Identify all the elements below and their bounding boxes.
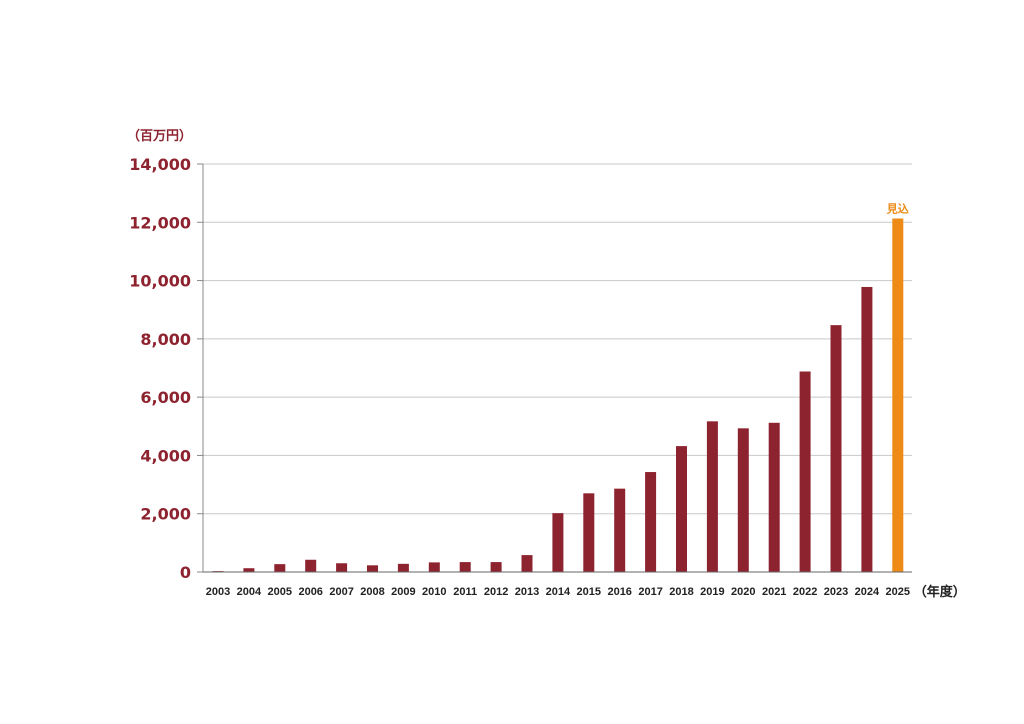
bar-2017 [645,472,657,572]
y-tick-label: 8,000 [140,330,191,349]
x-tick-label: 2015 [577,586,601,598]
y-tick-label: 4,000 [140,446,191,465]
x-tick-label: 2005 [268,586,292,598]
bar-2013 [521,555,533,572]
x-tick-labels: 2003 2004 2005 2006 2007 2008 2009 2010 2011 2012… [206,586,910,598]
y-tick-label: 12,000 [129,213,191,232]
x-tick-label: 2012 [484,586,508,598]
bars [212,218,904,573]
y-tick-label: 0 [180,563,191,582]
x-tick-label: 2021 [762,586,786,598]
bar-2004 [243,568,255,572]
bar-2019 [706,421,718,572]
bar-2020 [737,428,749,572]
y-tick-label: 14,000 [129,155,191,174]
y-tick-label: 10,000 [129,272,191,291]
bar-2023 [830,325,842,572]
y-tick-labels: 0 2,000 4,000 6,000 8,000 10,000 12,000 14,000 [129,155,191,582]
x-tick-label: 2019 [700,586,724,598]
x-tick-label: 2017 [638,586,662,598]
x-tick-label: 2023 [824,586,848,598]
x-tick-label: 2010 [422,586,446,598]
x-tick-label: 2016 [607,586,631,598]
bar-2025 [892,218,904,573]
bar-2011 [459,562,471,572]
bar-2008 [367,565,378,572]
x-tick-label: 2025 [886,586,910,598]
x-axis-unit-label: （年度） [914,584,966,600]
x-tick-label: 2003 [206,586,230,598]
gridlines [197,163,912,573]
x-tick-label: 2020 [731,586,755,598]
x-tick-label: 2007 [329,586,353,598]
bar-annotation: 見込 [886,201,909,215]
bar-2009 [397,563,409,572]
bar-2012 [490,562,502,572]
bar-2005 [274,564,286,572]
y-tick-label: 6,000 [140,388,191,407]
bar-2022 [799,371,811,572]
bar-2015 [583,493,595,572]
bar-2016 [614,488,626,572]
y-tick-label: 2,000 [140,505,191,524]
x-tick-label: 2009 [391,586,415,598]
y-axis-unit-label: （百万円） [127,128,192,144]
bar-2018 [676,446,687,572]
x-tick-label: 2024 [855,586,880,598]
x-tick-label: 2004 [237,586,262,598]
bar-2007 [336,563,348,572]
x-tick-label: 2013 [515,586,539,598]
x-tick-label: 2011 [453,586,477,598]
x-tick-label: 2014 [546,586,571,598]
bar-2010 [428,562,440,572]
annotations: 見込 [886,201,909,215]
x-tick-label: 2022 [793,586,817,598]
bar-2024 [861,286,873,572]
x-tick-label: 2008 [360,586,384,598]
bar-2006 [305,559,317,572]
bar-2021 [768,422,780,572]
x-tick-label: 2006 [298,586,322,598]
x-tick-label: 2018 [669,586,693,598]
bar-2014 [552,513,564,572]
